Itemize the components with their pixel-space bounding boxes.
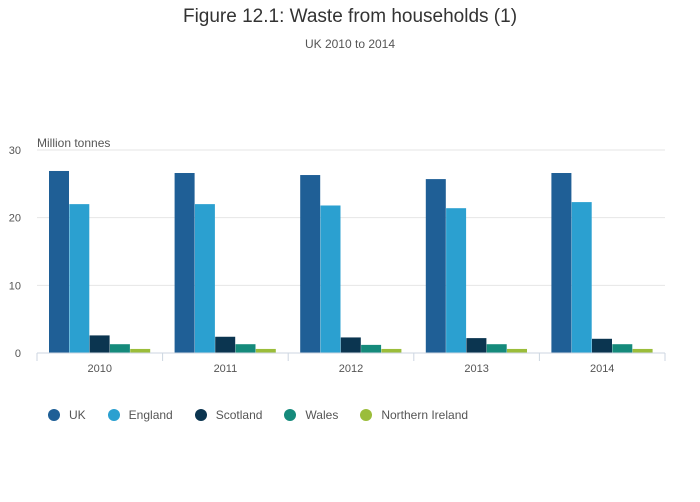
bar-scotland-2010[interactable] <box>89 335 110 353</box>
bars <box>49 170 653 353</box>
bar-uk-2014[interactable] <box>551 173 572 353</box>
bar-northern-ireland-2012[interactable] <box>381 348 402 353</box>
bar-wales-2011[interactable] <box>235 344 256 353</box>
bar-wales-2013[interactable] <box>486 344 507 353</box>
y-tick-label: 10 <box>9 280 21 292</box>
bar-northern-ireland-2013[interactable] <box>507 348 527 353</box>
chart-subtitle: UK 2010 to 2014 <box>304 37 396 51</box>
y-tick-label: 30 <box>9 145 21 157</box>
legend-item[interactable]: Northern Ireland <box>360 408 468 422</box>
legend-label: England <box>128 408 173 422</box>
bar-scotland-2012[interactable] <box>340 337 361 353</box>
bar-wales-2014[interactable] <box>612 344 633 353</box>
y-tick-label: 0 <box>15 348 21 360</box>
bar-england-2010[interactable] <box>69 204 90 353</box>
y-axis-label: Million tonnes <box>37 136 110 150</box>
bar-scotland-2013[interactable] <box>466 338 487 353</box>
legend-swatch-icon <box>284 409 297 421</box>
bar-uk-2011[interactable] <box>174 173 195 353</box>
x-tick-label: 2012 <box>339 363 363 375</box>
bar-scotland-2014[interactable] <box>592 338 612 353</box>
legend-swatch-icon <box>107 409 120 421</box>
legend-item[interactable]: UK <box>48 408 86 422</box>
legend-swatch-icon <box>48 409 60 421</box>
bar-northern-ireland-2011[interactable] <box>255 348 276 353</box>
legend-label: Wales <box>305 408 339 422</box>
bar-england-2011[interactable] <box>194 204 215 353</box>
bar-uk-2010[interactable] <box>49 170 69 353</box>
legend-label: UK <box>69 408 86 422</box>
legend-label: Scotland <box>215 408 263 422</box>
x-tick-label: 2010 <box>88 363 112 375</box>
x-axis: 2010 2011 2012 2013 2014 <box>36 352 666 375</box>
bar-uk-2012[interactable] <box>300 175 321 353</box>
legend-item[interactable]: Wales <box>284 408 338 422</box>
bar-wales-2012[interactable] <box>361 344 382 353</box>
legend-swatch-icon <box>194 409 207 421</box>
x-tick-label: 2011 <box>214 363 238 375</box>
legend: UK England Scotland Wales Northern Ireland <box>48 408 490 422</box>
legend-swatch-icon <box>360 409 373 421</box>
bar-uk-2013[interactable] <box>425 179 446 353</box>
y-tick-label: 20 <box>9 213 21 225</box>
bar-northern-ireland-2010[interactable] <box>130 348 151 353</box>
bar-northern-ireland-2014[interactable] <box>632 348 653 353</box>
bar-england-2013[interactable] <box>446 208 467 353</box>
y-axis-ticks: 0 10 20 30 <box>9 145 21 360</box>
bar-wales-2010[interactable] <box>109 344 130 353</box>
bar-scotland-2011[interactable] <box>215 336 236 353</box>
legend-item[interactable]: Scotland <box>194 408 263 422</box>
x-tick-label: 2013 <box>464 363 488 375</box>
bar-england-2012[interactable] <box>320 205 341 353</box>
x-tick-label: 2014 <box>590 363 614 375</box>
legend-item[interactable]: England <box>107 408 173 422</box>
bar-england-2014[interactable] <box>571 202 592 353</box>
legend-label: Northern Ireland <box>381 408 469 422</box>
chart-title: Figure 12.1: Waste from households (1) <box>182 6 518 27</box>
